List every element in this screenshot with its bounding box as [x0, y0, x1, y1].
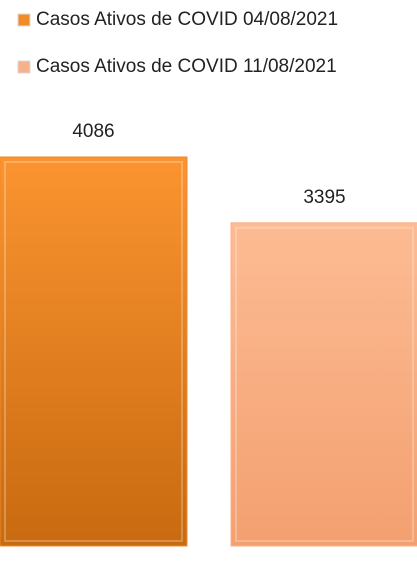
bar: [0, 156, 188, 547]
legend-label: Casos Ativos de COVID 04/08/2021: [36, 9, 338, 30]
data-label: 4086: [72, 121, 114, 142]
bar: [230, 222, 417, 547]
bar-bevel: [235, 226, 414, 542]
legend-marker: [17, 13, 31, 27]
bar-bevel: [4, 161, 183, 542]
legend-marker: [17, 60, 31, 74]
data-label: 3395: [303, 187, 345, 208]
legend-label: Casos Ativos de COVID 11/08/2021: [36, 56, 337, 77]
